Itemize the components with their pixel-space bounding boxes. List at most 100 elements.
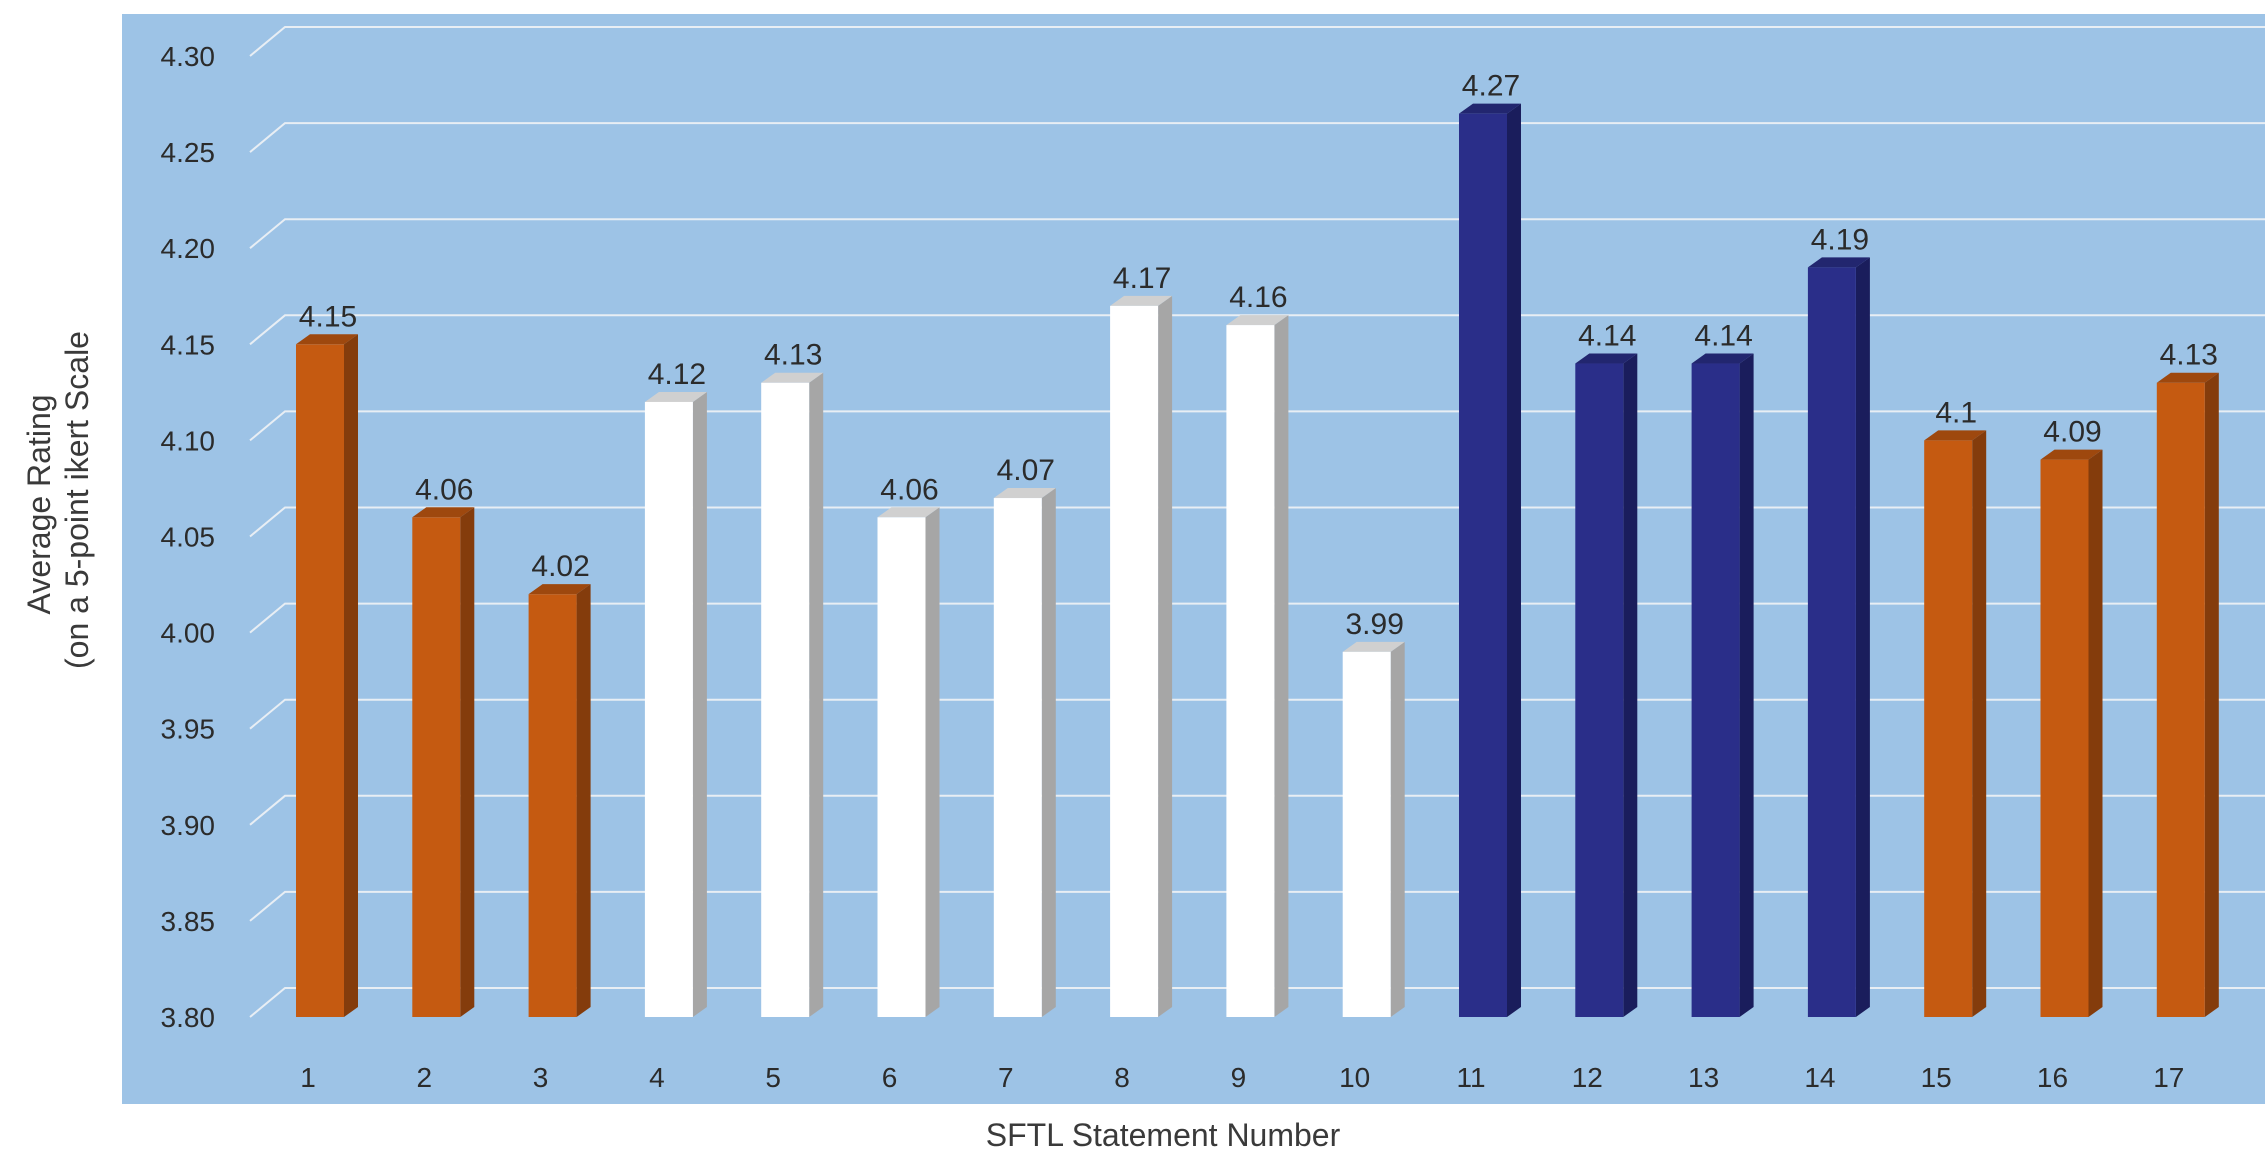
data-label: 4.13 (764, 339, 822, 372)
y-tick-label: 4.10 (161, 425, 216, 456)
y-tick-label: 4.15 (161, 329, 216, 360)
y-tick-label: 4.05 (161, 522, 216, 553)
x-tick-label: 6 (882, 1062, 898, 1093)
y-tick-label: 4.25 (161, 137, 216, 168)
bar-top (1342, 641, 1405, 652)
bar-front (761, 382, 810, 1017)
x-axis-ticks: 1 2 3 4 5 6 7 8 9 10 11 12 13 14 15 16 17 (300, 1062, 2184, 1093)
bar (877, 507, 940, 1017)
bar (1459, 103, 1521, 1017)
bar-top (1691, 353, 1754, 364)
plot-background (122, 14, 2265, 1104)
data-label: 4.14 (1578, 320, 1636, 353)
bar-top (1459, 103, 1521, 114)
bar-side (1274, 315, 1289, 1018)
data-label: 4.13 (2160, 339, 2218, 372)
bar-top (1575, 353, 1638, 364)
bar-top (1226, 315, 1289, 326)
bar-front (1691, 363, 1740, 1017)
y-tick-label: 4.30 (161, 41, 216, 72)
bar-top (412, 507, 475, 518)
gridline (249, 26, 2265, 57)
data-label: 4.06 (415, 473, 473, 506)
bars (296, 103, 2219, 1018)
bar-front (993, 498, 1042, 1017)
data-label: 4.14 (1694, 320, 1752, 353)
bar-top (644, 391, 707, 402)
data-label: 3.99 (1346, 608, 1404, 641)
bar (1575, 353, 1638, 1017)
bar (2040, 449, 2103, 1017)
bar-side (1507, 103, 1521, 1017)
bar-top (1110, 295, 1173, 306)
x-tick-label: 2 (417, 1062, 433, 1093)
bar (644, 391, 707, 1018)
y-tick-label: 4.20 (161, 233, 216, 264)
bar-top (2040, 449, 2103, 460)
x-tick-label: 3 (533, 1062, 549, 1093)
bar (1226, 315, 1289, 1018)
bar (1807, 257, 1870, 1017)
y-axis-title-line-2: (on a 5-point ikert Scale (59, 331, 95, 669)
y-tick-label: 3.90 (161, 810, 216, 841)
bar-top (761, 372, 824, 383)
x-tick-label: 11 (1456, 1062, 1485, 1093)
bar-side (460, 507, 475, 1017)
bar-side (925, 507, 940, 1017)
bar-top (1924, 430, 1987, 441)
data-label: 4.19 (1811, 223, 1869, 256)
bar-side (1855, 257, 1870, 1017)
bar-front (2040, 459, 2089, 1017)
bar-front (1342, 651, 1391, 1017)
bar-side (1041, 488, 1056, 1017)
x-tick-label: 17 (2153, 1062, 2184, 1093)
y-tick-label: 3.80 (161, 1002, 216, 1033)
x-tick-label: 16 (2037, 1062, 2068, 1093)
bar-front (1575, 363, 1624, 1017)
bar-front (528, 594, 577, 1017)
bar-side (1972, 430, 1987, 1017)
bar (1691, 353, 1754, 1017)
bar-top (993, 488, 1056, 499)
bar-front (1459, 113, 1507, 1017)
bar (2156, 372, 2219, 1017)
bar-side (1623, 353, 1638, 1017)
y-tick-label: 3.85 (161, 906, 216, 937)
data-label: 4.02 (531, 550, 589, 583)
bar-side (692, 391, 707, 1018)
y-tick-label: 3.95 (161, 714, 216, 745)
data-label: 4.16 (1229, 281, 1287, 314)
data-label: 4.1 (1935, 396, 1977, 429)
bar-front (1226, 325, 1275, 1018)
bar (296, 334, 358, 1017)
x-tick-label: 10 (1339, 1062, 1370, 1093)
bar (1342, 641, 1405, 1017)
bar-side (1390, 641, 1405, 1017)
bar-top (877, 507, 940, 518)
data-label: 4.06 (880, 473, 938, 506)
bar-top (1807, 257, 1870, 268)
bar (412, 507, 475, 1017)
data-label: 4.17 (1113, 262, 1171, 295)
gridlines (249, 26, 2265, 1018)
y-tick-label: 4.00 (161, 618, 216, 649)
x-tick-label: 8 (1114, 1062, 1130, 1093)
data-label: 4.15 (299, 300, 357, 333)
bar-side (2204, 372, 2219, 1017)
bar-front (644, 401, 693, 1018)
x-tick-label: 13 (1688, 1062, 1719, 1093)
gridline (249, 314, 2265, 346)
bar-front (1924, 440, 1973, 1017)
data-label: 4.12 (648, 358, 706, 391)
bar-side (809, 372, 824, 1017)
y-axis-title-line-1: Average Rating (21, 394, 57, 614)
bar-front (296, 344, 344, 1017)
x-tick-label: 1 (300, 1062, 316, 1093)
data-label: 4.27 (1462, 70, 1520, 103)
gridline (249, 218, 2265, 249)
bar (761, 372, 824, 1017)
bar-side (1739, 353, 1754, 1017)
bar-side (576, 584, 591, 1017)
bar-top (2156, 372, 2219, 383)
